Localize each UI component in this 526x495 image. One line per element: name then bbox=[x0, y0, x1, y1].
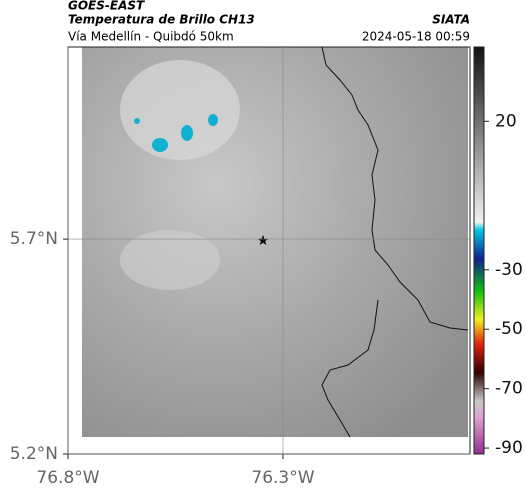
subtitle: Vía Medellín - Quibdó 50km bbox=[68, 30, 234, 44]
cold-cloud bbox=[181, 125, 193, 141]
source: SIATA bbox=[432, 13, 470, 27]
y-tick-label: 5.7°N bbox=[10, 229, 58, 249]
cold-cloud bbox=[208, 114, 218, 126]
cloud bbox=[120, 60, 240, 160]
cloud bbox=[120, 230, 220, 290]
y-tick-label: 5.2°N bbox=[10, 444, 58, 464]
x-tick-label: 76.3°W bbox=[251, 468, 314, 488]
title: Temperatura de Brillo CH13 bbox=[68, 13, 255, 27]
satellite: GOES-EAST bbox=[68, 0, 145, 13]
boundary bbox=[321, 46, 469, 331]
colorbar-tick-label: -70 bbox=[495, 379, 523, 399]
colorbar bbox=[473, 46, 485, 455]
boundary bbox=[321, 299, 379, 438]
cold-cloud bbox=[152, 138, 168, 152]
colorbar-tick-label: -50 bbox=[495, 319, 523, 339]
cold-cloud bbox=[134, 118, 140, 124]
x-tick-label: 76.8°W bbox=[36, 468, 99, 488]
colorbar-tick-label: -30 bbox=[495, 260, 523, 280]
colorbar-tick-label: -90 bbox=[495, 438, 523, 458]
colorbar-tick-label: 20 bbox=[495, 111, 517, 131]
location-marker: ★ bbox=[257, 233, 270, 249]
datetime: 2024-05-18 00:59 bbox=[362, 30, 470, 44]
